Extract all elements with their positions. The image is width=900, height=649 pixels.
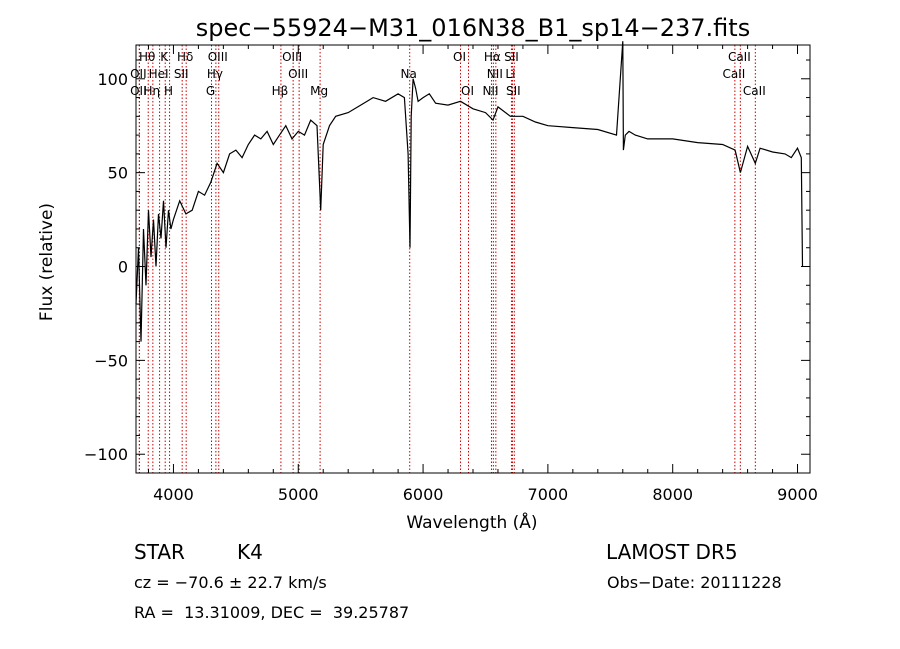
x-tick-label: 5000 xyxy=(278,485,319,504)
line-marker-label: Hη xyxy=(144,84,161,98)
line-marker-label: Mg xyxy=(310,84,328,98)
line-marker-label: K xyxy=(160,50,169,64)
object-subclass: K4 xyxy=(237,540,263,564)
survey-name: LAMOST DR5 xyxy=(606,540,738,564)
line-marker-label: HeI xyxy=(149,67,169,81)
x-tick-label: 7000 xyxy=(528,485,569,504)
line-marker-label: OI xyxy=(461,84,474,98)
line-marker-label: OII xyxy=(130,67,147,81)
line-marker-label: SII xyxy=(174,67,189,81)
object-class: STAR xyxy=(134,540,185,564)
redshift-velocity: cz = −70.6 ± 22.7 km/s xyxy=(134,573,327,592)
spectrum-series-line xyxy=(135,41,804,342)
line-marker-label: Hθ xyxy=(139,50,155,64)
line-marker-label: CaII xyxy=(728,50,751,64)
line-marker-label: Na xyxy=(401,67,417,81)
y-tick-label: −100 xyxy=(84,445,128,464)
x-tick-label: 9000 xyxy=(777,485,818,504)
line-marker-label: OI xyxy=(453,50,466,64)
line-marker-label: Hγ xyxy=(207,67,223,81)
line-marker-label: OIII xyxy=(288,67,308,81)
x-tick-label: 4000 xyxy=(153,485,194,504)
y-tick-label: 100 xyxy=(97,70,128,89)
chart-title: spec−55924−M31_016N38_B1_sp14−237.fits xyxy=(196,14,750,42)
y-axis-label: Flux (relative) xyxy=(37,203,57,321)
line-marker-label: OIII xyxy=(208,50,228,64)
sky-coordinates: RA = 13.31009, DEC = 39.25787 xyxy=(134,603,410,622)
x-axis-ticks: 4000 5000 6000 7000 8000 9000 xyxy=(147,45,818,504)
y-tick-label: 50 xyxy=(108,164,128,183)
y-tick-label: −50 xyxy=(94,351,128,370)
line-marker-label: CaII xyxy=(722,67,745,81)
x-tick-label: 6000 xyxy=(403,485,444,504)
line-marker-label: Hα xyxy=(484,50,501,64)
line-marker-label: CaII xyxy=(743,84,766,98)
line-marker-label: SII xyxy=(506,84,521,98)
line-marker-label: NII xyxy=(487,67,503,81)
line-marker-label: H xyxy=(164,84,173,98)
line-marker-label: Hδ xyxy=(177,50,193,64)
line-marker-label: Li xyxy=(505,67,515,81)
observation-date: Obs−Date: 20111228 xyxy=(607,573,782,592)
line-marker-label: Hβ xyxy=(272,84,289,98)
line-marker-label: OIII xyxy=(282,50,302,64)
line-markers xyxy=(138,45,756,473)
line-marker-label: NII xyxy=(482,84,498,98)
line-marker-label: G xyxy=(206,84,215,98)
x-axis-label: Wavelength (Å) xyxy=(406,511,537,533)
y-tick-label: 0 xyxy=(118,258,128,277)
line-marker-label: SII xyxy=(504,50,519,64)
line-marker-label: OII xyxy=(130,84,147,98)
y-axis-ticks: −100 −50 0 50 100 xyxy=(84,59,810,464)
x-tick-label: 8000 xyxy=(652,485,693,504)
